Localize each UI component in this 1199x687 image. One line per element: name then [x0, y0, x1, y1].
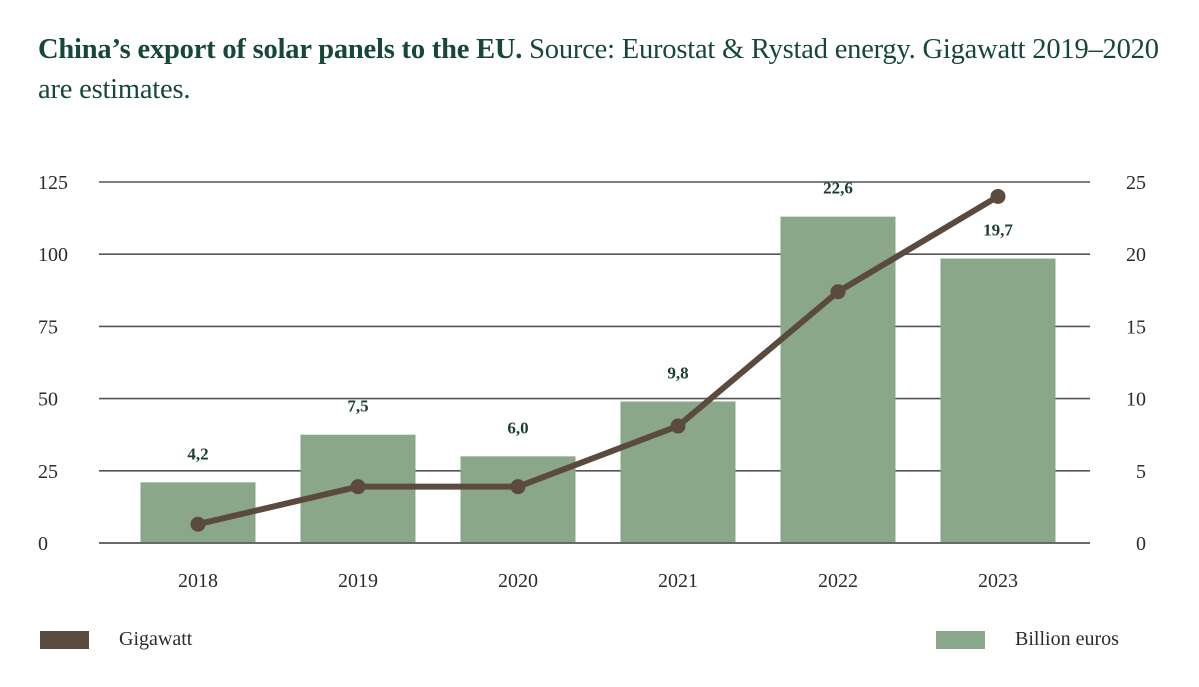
right-axis-tick-label: 15: [1126, 316, 1146, 338]
bar-2023: [940, 258, 1056, 543]
gigawatt-point-2021: [670, 418, 686, 434]
legend-swatch-billion-euros: [936, 630, 985, 649]
gigawatt-point-2023: [990, 188, 1006, 204]
legend-gigawatt: Gigawatt: [40, 628, 192, 651]
x-axis-tick-label: 2021: [658, 570, 698, 592]
x-axis-tick-label: 2019: [338, 570, 378, 592]
chart-title-bold: China’s export of solar panels to the EU…: [38, 34, 523, 65]
left-axis-tick-label: 75: [38, 316, 58, 338]
right-axis-tick-label: 20: [1126, 244, 1146, 266]
legend-billion-euros: Billion euros: [936, 628, 1119, 651]
bar-data-label: 7,5: [347, 397, 368, 416]
left-axis-tick-label: 25: [38, 461, 58, 483]
right-axis-tick-label: 0: [1136, 533, 1146, 555]
gigawatt-point-2020: [510, 479, 526, 495]
bar-data-label: 19,7: [983, 221, 1013, 240]
gigawatt-point-2022: [830, 284, 846, 300]
chart-subtitle: Source: Eurostat & Rystad energy. Gigawa…: [38, 34, 1159, 105]
legend-swatch-gigawatt: [40, 630, 89, 649]
x-axis-tick-label: 2023: [978, 570, 1018, 592]
x-axis-tick-label: 2020: [498, 570, 538, 592]
bar-data-label: 22,6: [823, 179, 853, 198]
legend-label-billion-euros: Billion euros: [1015, 628, 1119, 650]
right-axis-tick-label: 10: [1126, 389, 1146, 411]
gigawatt-point-2018: [190, 516, 206, 532]
right-axis-tick-label: 5: [1136, 461, 1146, 483]
left-axis-tick-label: 125: [38, 172, 68, 194]
right-axis-tick-label: 25: [1126, 172, 1146, 194]
bar-data-label: 4,2: [187, 444, 208, 463]
chart-title: China’s export of solar panels to the EU…: [38, 30, 1178, 110]
left-axis-tick-label: 0: [38, 533, 48, 555]
left-axis-tick-label: 100: [38, 244, 68, 266]
gigawatt-line: [197, 193, 1000, 528]
gigawatt-point-2019: [350, 479, 366, 495]
bar-data-label: 9,8: [667, 363, 688, 382]
legend-label-gigawatt: Gigawatt: [119, 628, 193, 650]
bar-data-label: 6,0: [507, 418, 528, 437]
x-axis-tick-label: 2022: [818, 570, 858, 592]
left-axis-tick-label: 50: [38, 389, 58, 411]
x-axis-tick-label: 2018: [178, 570, 218, 592]
